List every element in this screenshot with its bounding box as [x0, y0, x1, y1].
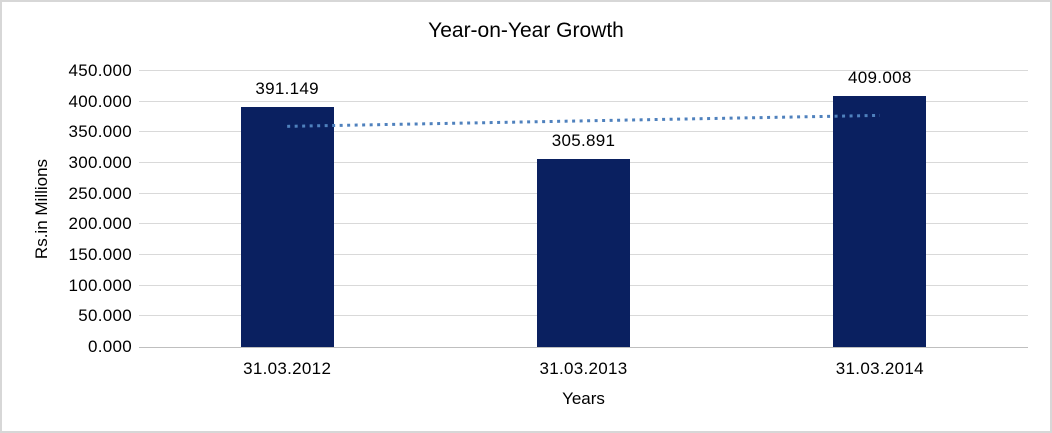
data-label: 409.008: [848, 68, 912, 88]
y-tick-label: 50.000: [78, 306, 132, 326]
y-tick-label: 250.000: [68, 183, 132, 203]
gridline: [139, 70, 1028, 71]
y-tick-label: 100.000: [68, 275, 132, 295]
bar-31.03.2012: [240, 107, 334, 347]
data-label: 305.891: [551, 131, 616, 151]
y-tick-label: 0.000: [87, 337, 132, 356]
x-axis-title: Years: [562, 389, 605, 408]
y-tick-label: 400.000: [68, 91, 132, 111]
data-label: 391.149: [255, 79, 319, 99]
y-tick-label: 450.000: [68, 61, 132, 80]
x-tick-label: 31.03.2013: [539, 359, 628, 378]
bar-31.03.2013: [537, 159, 630, 347]
y-tick-label: 300.000: [68, 153, 132, 172]
x-tick-label: 31.03.2014: [835, 359, 924, 378]
bar-31.03.2014: [833, 96, 927, 347]
plot-area: 391.149 305.891 409.008: [139, 68, 1028, 348]
gridline: [139, 131, 1028, 133]
y-tick-label: 150.000: [68, 245, 132, 264]
y-tick-label: 350.000: [68, 122, 132, 142]
y-tick-label: 200.000: [68, 214, 132, 234]
x-tick-label: 31.03.2012: [243, 359, 332, 378]
gridline: [139, 100, 1028, 102]
chart-title: Year-on-Year Growth: [428, 19, 624, 42]
